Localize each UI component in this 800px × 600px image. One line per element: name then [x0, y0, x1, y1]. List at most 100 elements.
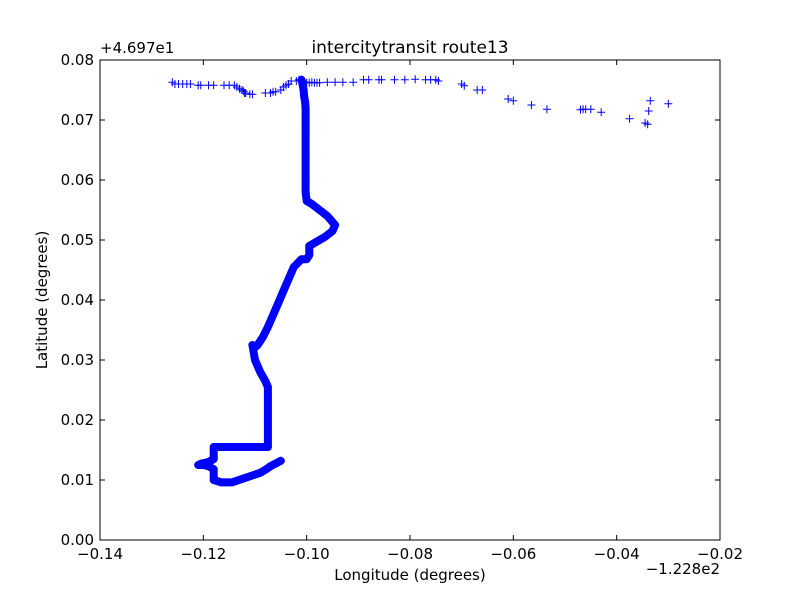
- y-tick-label: 0.02: [61, 411, 94, 429]
- data-point: [542, 105, 551, 114]
- data-point: [460, 81, 469, 90]
- data-point: [298, 80, 307, 88]
- x-axis-label: Longitude (degrees): [334, 566, 485, 584]
- data-point: [349, 78, 358, 87]
- data-point: [305, 251, 314, 259]
- data-point: [261, 377, 270, 385]
- data-point: [263, 443, 272, 451]
- data-point: [279, 287, 288, 295]
- data-point: [263, 410, 272, 418]
- data-point: [297, 75, 306, 84]
- data-point: [299, 86, 308, 94]
- data-point: [284, 275, 293, 283]
- data-point: [301, 176, 310, 184]
- data-point: [331, 221, 340, 229]
- data-point: [301, 188, 310, 196]
- data-point: [186, 80, 195, 88]
- data-point: [261, 465, 270, 474]
- plot-frame: [99, 59, 721, 541]
- x-tick-label: −0.02: [697, 545, 743, 563]
- data-point: [300, 92, 309, 100]
- data-point: [199, 461, 208, 469]
- x-tick-label: −0.12: [180, 545, 226, 563]
- y-tick-label: 0.01: [61, 471, 94, 489]
- data-point: [289, 263, 298, 271]
- data-point: [274, 299, 283, 307]
- chart-title: intercitytransit route13: [311, 38, 508, 58]
- data-point: [320, 233, 329, 241]
- data-point: [248, 341, 257, 349]
- data-point: [310, 239, 319, 247]
- data-point: [209, 455, 218, 463]
- data-point: [209, 476, 218, 484]
- data-point: [400, 75, 409, 84]
- data-point: [276, 456, 285, 465]
- data-point: [256, 368, 265, 376]
- data-point: [301, 140, 310, 148]
- x-tick-label: −0.10: [284, 545, 330, 563]
- data-point: [301, 98, 310, 106]
- y-offset-label: +4.697e1: [100, 39, 174, 57]
- x-tick-label: −0.06: [490, 545, 536, 563]
- data-points: [168, 75, 673, 487]
- data-point: [509, 96, 518, 105]
- data-point: [258, 333, 267, 342]
- data-point: [664, 99, 673, 108]
- data-point: [227, 478, 236, 487]
- data-point: [644, 107, 653, 115]
- data-point: [323, 212, 332, 220]
- data-point: [478, 86, 487, 94]
- data-point: [196, 81, 205, 90]
- y-tick-label: 0.00: [61, 531, 94, 549]
- data-point: [504, 95, 513, 103]
- data-point: [331, 78, 340, 87]
- data-point: [434, 77, 443, 85]
- data-point: [390, 75, 399, 84]
- data-point: [301, 128, 310, 136]
- data-point: [625, 114, 634, 123]
- y-tick-label: 0.05: [61, 231, 94, 249]
- data-point: [643, 120, 652, 129]
- data-point: [364, 75, 373, 84]
- data-point: [269, 311, 278, 319]
- data-point: [251, 356, 259, 364]
- data-point: [248, 443, 257, 451]
- data-point: [597, 108, 606, 117]
- data-point: [527, 101, 536, 109]
- data-point: [209, 81, 218, 90]
- data-point: [232, 443, 241, 451]
- data-point: [248, 90, 257, 99]
- data-point: [301, 152, 310, 160]
- data-point: [266, 462, 275, 471]
- axis-ticks: −0.14 −0.12 −0.10 −0.08 −0.06 −0.04 −0.02 0.00 0…: [61, 51, 743, 563]
- data-point: [217, 443, 226, 451]
- data-point: [240, 443, 249, 451]
- data-point: [225, 443, 234, 451]
- data-point: [315, 206, 324, 214]
- y-axis-label: Latitude (degrees): [33, 231, 51, 370]
- data-point: [646, 96, 655, 105]
- x-offset-label: −1.228e2: [646, 560, 720, 578]
- data-point: [305, 242, 314, 250]
- data-point: [241, 89, 250, 97]
- data-point: [256, 443, 265, 451]
- data-point: [204, 462, 213, 471]
- x-tick-label: −0.04: [594, 545, 640, 563]
- data-point: [263, 401, 272, 409]
- data-point: [586, 105, 595, 114]
- y-tick-label: 0.08: [61, 51, 94, 69]
- data-point: [338, 78, 347, 87]
- data-point: [377, 75, 386, 84]
- data-point: [328, 227, 337, 235]
- data-point: [263, 323, 272, 331]
- data-point: [263, 392, 272, 400]
- data-point: [239, 87, 248, 96]
- data-point: [302, 197, 311, 205]
- data-point: [256, 468, 265, 477]
- data-point: [307, 200, 316, 208]
- data-point: [263, 428, 272, 436]
- x-tick-label: −0.14: [77, 545, 123, 563]
- y-tick-label: 0.06: [61, 171, 94, 189]
